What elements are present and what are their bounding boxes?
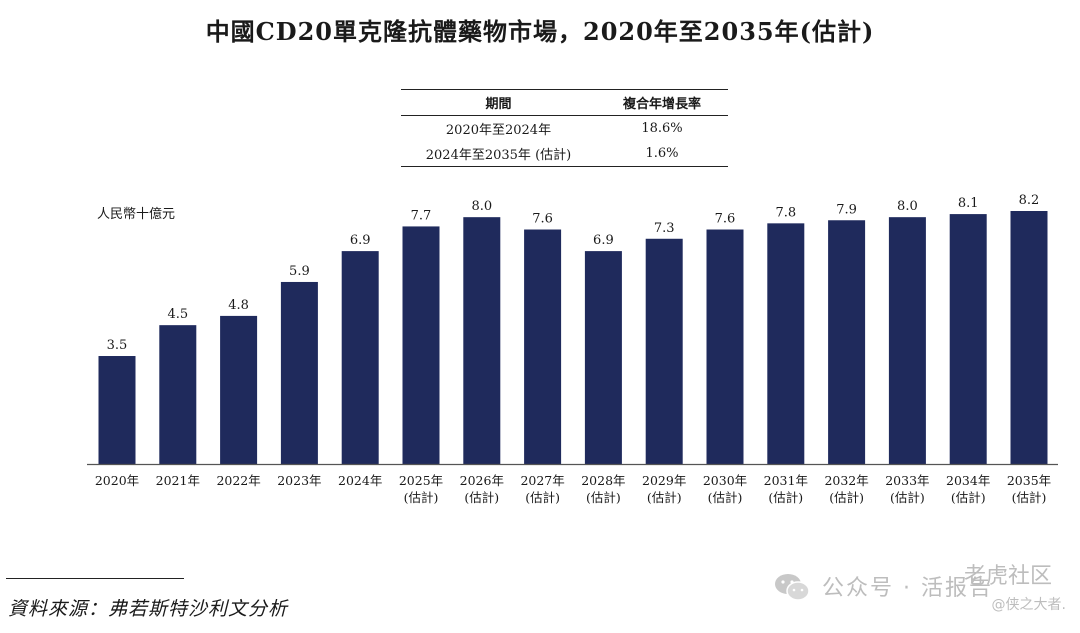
watermark: 公众号 · 活报告 老虎社区 @侠之大者.	[766, 558, 1066, 620]
bar	[949, 214, 987, 464]
bar	[98, 356, 136, 464]
watermark-user: @侠之大者.	[991, 597, 1066, 613]
data-label: 5.9	[289, 264, 310, 279]
x-tick-label: 2021年	[156, 473, 200, 488]
bar	[1010, 211, 1048, 464]
cagr-period-cell: 2020年至2024年	[445, 123, 552, 138]
x-tick-label: (估計)	[586, 490, 621, 505]
data-label: 8.0	[897, 199, 918, 214]
data-label: 7.3	[654, 221, 675, 236]
bar	[159, 325, 197, 464]
cagr-period-cell: 2024年至2035年 (估計)	[401, 141, 596, 167]
data-label: 4.8	[228, 298, 249, 313]
bar	[828, 220, 866, 464]
data-label: 3.5	[107, 338, 128, 353]
data-label: 6.9	[350, 233, 371, 248]
x-tick-label: 2025年	[399, 473, 443, 488]
data-label: 7.8	[775, 205, 796, 220]
x-tick-label: (估計)	[647, 490, 682, 505]
cagr-rate-cell: 18.6%	[641, 121, 683, 136]
x-tick-label: (估計)	[464, 490, 499, 505]
data-label: 8.2	[1019, 193, 1040, 208]
bar	[341, 251, 379, 464]
bar	[524, 229, 562, 464]
data-label: 8.0	[471, 199, 492, 214]
x-tick-label: (估計)	[404, 490, 439, 505]
x-tick-label: 2023年	[277, 473, 321, 488]
data-label: 7.9	[836, 202, 857, 217]
x-tick-label: 2029年	[642, 473, 686, 488]
cagr-rate-cell: 1.6%	[596, 141, 728, 167]
bar	[888, 217, 926, 464]
bar	[463, 217, 501, 464]
cagr-table-header-row: 期間 複合年增長率	[401, 89, 728, 116]
x-tick-label: (估計)	[951, 490, 986, 505]
x-tick-label: 2022年	[216, 473, 260, 488]
data-label: 7.6	[715, 212, 736, 227]
data-label: 7.6	[532, 212, 553, 227]
y-unit-label: 人民幣十億元	[97, 207, 176, 222]
x-tick-label: (估計)	[708, 490, 743, 505]
bar	[220, 315, 258, 464]
bar-chart: 3.5 2020年 4.5 2021年 4.8 2022年 5.9 2023年 6.9 2024年…	[87, 193, 1058, 505]
table-row: 2020年至2024年 18.6%	[401, 116, 728, 142]
x-tick-label: (估計)	[525, 490, 560, 505]
table-row: 2024年至2035年 (估計) 1.6%	[401, 141, 728, 167]
x-tick-label: 2026年	[460, 473, 504, 488]
cagr-header-rate: 複合年增長率	[596, 89, 728, 116]
watermark-forum: 老虎社区	[963, 564, 1052, 589]
x-tick-label: 2030年	[703, 473, 747, 488]
data-label: 8.1	[958, 196, 979, 211]
x-tick-label: (估計)	[890, 490, 925, 505]
cagr-header-period: 期間	[401, 89, 596, 116]
wechat-icon	[775, 574, 810, 601]
x-tick-label: 2033年	[885, 473, 929, 488]
bar	[280, 281, 318, 464]
x-tick-label: 2034年	[946, 473, 990, 488]
bar	[767, 223, 805, 464]
x-tick-label: 2032年	[824, 473, 868, 488]
x-tick-label: 2035年	[1007, 473, 1051, 488]
x-tick-label: 2027年	[520, 473, 564, 488]
x-tick-label: 2020年	[95, 473, 139, 488]
x-tick-label: 2024年	[338, 473, 382, 488]
data-label: 4.5	[167, 307, 188, 322]
data-label: 7.7	[411, 208, 432, 223]
watermark-main: 公众号 · 活报告	[822, 576, 993, 601]
source-divider	[6, 578, 184, 579]
data-label: 6.9	[593, 233, 614, 248]
x-tick-label: (估計)	[829, 490, 864, 505]
bar	[706, 229, 744, 464]
x-tick-label: (估計)	[1012, 490, 1047, 505]
cagr-table: 期間 複合年增長率 2020年至2024年 18.6% 2024年至2035年 …	[401, 89, 728, 167]
x-tick-label: 2031年	[764, 473, 808, 488]
x-tick-label: 2028年	[581, 473, 625, 488]
bar	[645, 238, 683, 464]
chart-title: 中國CD20單克隆抗體藥物市場，2020年至2035年(估計)	[205, 17, 875, 46]
bar	[402, 226, 440, 464]
source-note: 資料來源：弗若斯特沙利文分析	[8, 598, 289, 620]
bar	[584, 251, 622, 464]
x-tick-label: (估計)	[768, 490, 803, 505]
